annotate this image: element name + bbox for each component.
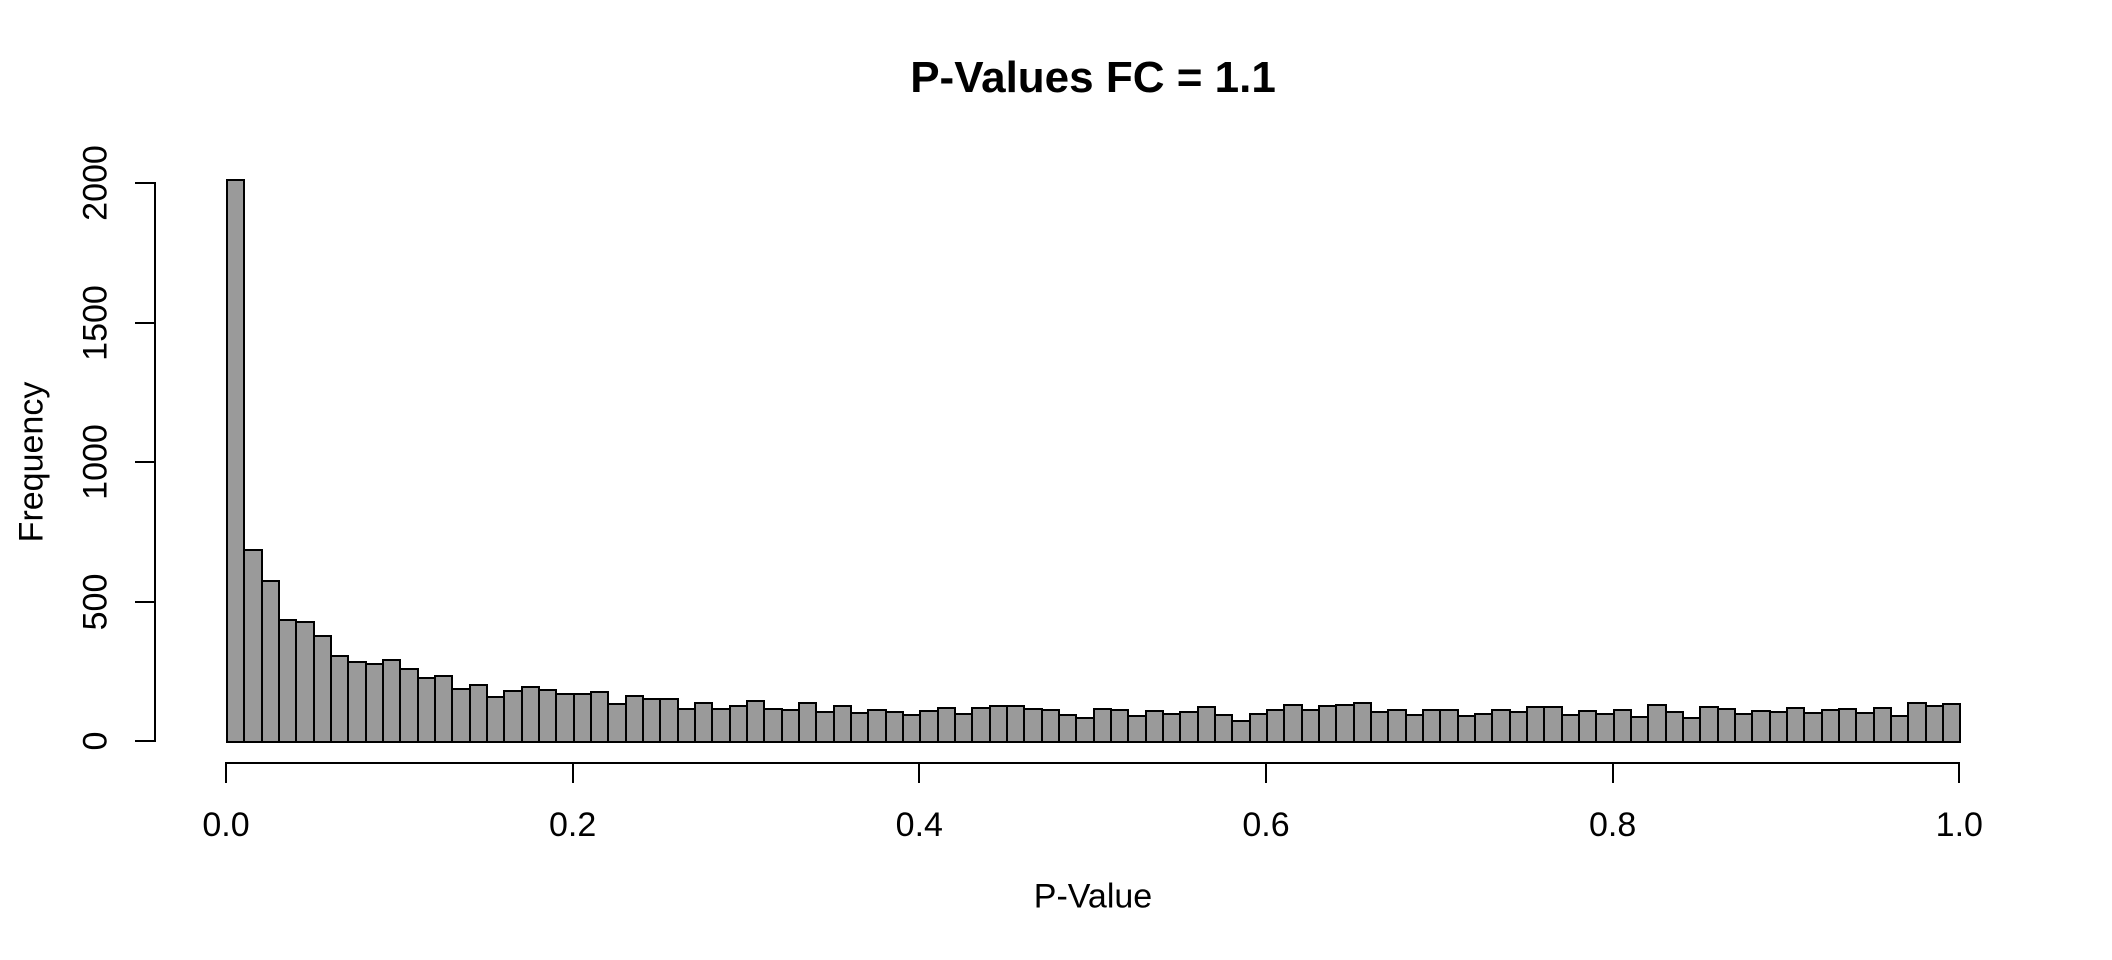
y-tick-label: 2000 bbox=[76, 145, 115, 221]
y-tick bbox=[135, 740, 154, 742]
histogram-bar bbox=[1335, 704, 1355, 743]
histogram-bar bbox=[295, 621, 315, 743]
histogram-bar bbox=[1855, 712, 1875, 743]
histogram-bar bbox=[1699, 706, 1719, 743]
x-tick bbox=[225, 764, 227, 783]
histogram-bar bbox=[1907, 702, 1927, 743]
histogram-bar bbox=[347, 661, 367, 743]
x-tick-label: 0.8 bbox=[1588, 806, 1637, 844]
x-tick-label: 0.4 bbox=[895, 806, 943, 844]
x-tick-label: 0.6 bbox=[1242, 806, 1290, 844]
histogram-bar bbox=[607, 703, 627, 743]
x-tick-label: 1.0 bbox=[1935, 806, 1983, 844]
y-axis-title: Frequency bbox=[12, 381, 51, 543]
histogram-bar bbox=[243, 549, 263, 743]
y-tick-label: 1500 bbox=[76, 284, 115, 361]
histogram-bar bbox=[1283, 704, 1303, 743]
x-axis-title: P-Value bbox=[1033, 877, 1153, 916]
x-tick bbox=[1958, 764, 1961, 783]
histogram-bar bbox=[919, 710, 939, 743]
y-tick bbox=[135, 182, 154, 184]
y-tick-label: 500 bbox=[76, 573, 115, 630]
y-tick-label: 1000 bbox=[76, 424, 115, 500]
histogram-bar bbox=[1491, 709, 1511, 743]
histogram-bar bbox=[1387, 709, 1407, 743]
histogram-bar bbox=[503, 690, 523, 743]
histogram-bar bbox=[659, 698, 679, 743]
y-tick bbox=[135, 461, 154, 463]
histogram-bar bbox=[971, 707, 991, 743]
histogram-bar bbox=[763, 708, 783, 743]
histogram-bar bbox=[1751, 710, 1771, 743]
histogram-bar bbox=[1595, 713, 1615, 743]
x-axis-line bbox=[225, 762, 1961, 764]
histogram-bar bbox=[867, 709, 887, 743]
histogram-bar bbox=[1127, 715, 1147, 743]
histogram-bar bbox=[399, 668, 419, 743]
histogram-bar bbox=[1023, 708, 1043, 743]
histogram-bar bbox=[1942, 703, 1961, 743]
histogram-bar bbox=[555, 693, 575, 743]
y-axis-line bbox=[154, 182, 156, 742]
histogram-bar bbox=[1543, 706, 1563, 743]
y-tick bbox=[135, 321, 154, 324]
histogram-bar bbox=[1231, 720, 1251, 743]
histogram-bar bbox=[451, 688, 471, 743]
histogram-bar bbox=[815, 711, 835, 743]
histogram-bar bbox=[711, 708, 731, 743]
x-tick-label: 0.2 bbox=[549, 806, 597, 844]
chart-title: P-Values FC = 1.1 bbox=[910, 53, 1276, 102]
y-tick bbox=[135, 600, 154, 603]
histogram-bar bbox=[226, 179, 245, 743]
x-tick bbox=[1264, 764, 1267, 783]
histogram-bar bbox=[1075, 717, 1095, 743]
x-tick bbox=[1611, 764, 1614, 783]
x-tick bbox=[571, 764, 574, 783]
y-tick-label: 0 bbox=[76, 731, 115, 751]
x-tick-label: 0.0 bbox=[202, 806, 250, 844]
x-tick bbox=[918, 764, 921, 783]
histogram-bar bbox=[1439, 709, 1459, 743]
histogram-bar bbox=[1803, 712, 1823, 743]
histogram-bar bbox=[1179, 711, 1199, 743]
histogram-bar bbox=[1647, 704, 1667, 743]
